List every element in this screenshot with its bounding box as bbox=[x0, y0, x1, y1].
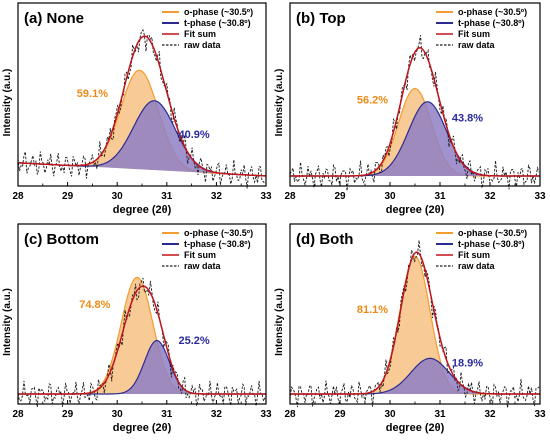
x-tick-label: 33 bbox=[534, 409, 546, 420]
y-axis-label: Intensity (a.u.) bbox=[274, 69, 285, 137]
legend-label: t-phase (~30.8º) bbox=[184, 239, 251, 249]
legend-1: o-phase (~30.5º)t-phase (~30.8º)Fit sumr… bbox=[162, 7, 253, 50]
x-tick-label: 28 bbox=[284, 409, 296, 420]
x-tick-label: 33 bbox=[260, 409, 272, 420]
chart-panel-4: 28 29 30 31 32 33 degree (2θ) Intensity (a.u.) (… bbox=[274, 223, 546, 434]
legend-label: o-phase (~30.5º) bbox=[458, 228, 527, 238]
x-tick-label: 30 bbox=[112, 191, 124, 202]
t-phase-fraction-label: 43.8% bbox=[452, 113, 483, 125]
y-axis-label: Intensity (a.u.) bbox=[2, 288, 13, 356]
raw-data-line-4 bbox=[289, 240, 540, 408]
x-tick-label: 33 bbox=[260, 191, 272, 202]
x-axis-label: degree (2θ) bbox=[113, 204, 172, 216]
x-tick-label: 28 bbox=[12, 409, 24, 420]
legend-label: Fit sum bbox=[458, 250, 490, 260]
legend-label: o-phase (~30.5º) bbox=[184, 228, 253, 238]
legend-label: t-phase (~30.8º) bbox=[458, 239, 525, 249]
x-tick-label: 30 bbox=[112, 409, 124, 420]
x-tick-label: 31 bbox=[161, 409, 173, 420]
x-tick-label: 32 bbox=[484, 191, 496, 202]
o-phase-fraction-label: 59.1% bbox=[77, 88, 108, 100]
raw-data-line-2 bbox=[289, 35, 540, 191]
x-axis-label: degree (2θ) bbox=[113, 422, 172, 434]
o-phase-fraction-label: 74.8% bbox=[79, 299, 110, 311]
fit-sum-line-4 bbox=[290, 251, 540, 395]
t-phase-fraction-label: 40.9% bbox=[178, 129, 209, 141]
legend-label: raw data bbox=[458, 261, 496, 271]
o-phase-area-3 bbox=[18, 277, 266, 394]
x-tick-label: 29 bbox=[62, 191, 74, 202]
y-axis-label: Intensity (a.u.) bbox=[274, 288, 285, 356]
legend-label: raw data bbox=[184, 40, 222, 50]
x-tick-label: 33 bbox=[534, 191, 546, 202]
x-tick-label: 32 bbox=[211, 409, 223, 420]
x-tick-label: 28 bbox=[284, 191, 296, 202]
legend-label: Fit sum bbox=[184, 250, 216, 260]
t-phase-fraction-label: 18.9% bbox=[452, 357, 483, 369]
panel-label: (c) Bottom bbox=[24, 231, 99, 248]
legend-label: o-phase (~30.5º) bbox=[458, 7, 527, 17]
legend-label: raw data bbox=[184, 261, 222, 271]
x-tick-label: 29 bbox=[62, 409, 74, 420]
legend-label: t-phase (~30.8º) bbox=[458, 18, 525, 28]
x-tick-label: 29 bbox=[334, 409, 346, 420]
chart-panel-3: 28 29 30 31 32 33 degree (2θ) Intensity (a.u.) (… bbox=[2, 223, 272, 434]
fit-sum-line-1 bbox=[17, 35, 267, 177]
legend-label: Fit sum bbox=[184, 29, 216, 39]
fit-sum-line-2 bbox=[290, 47, 540, 177]
t-phase-area-1 bbox=[18, 100, 266, 176]
x-tick-label: 31 bbox=[434, 191, 446, 202]
panel-label: (d) Both bbox=[296, 231, 353, 248]
legend-label: t-phase (~30.8º) bbox=[184, 18, 251, 28]
legend-2: o-phase (~30.5º)t-phase (~30.8º)Fit sumr… bbox=[436, 7, 527, 50]
legend-4: o-phase (~30.5º)t-phase (~30.8º)Fit sumr… bbox=[436, 228, 527, 271]
o-phase-fraction-label: 56.2% bbox=[357, 94, 388, 106]
t-phase-area-3 bbox=[18, 340, 266, 394]
x-tick-label: 30 bbox=[384, 191, 396, 202]
t-phase-area-2 bbox=[290, 101, 540, 176]
fit-sum-line-3 bbox=[18, 285, 266, 395]
panel-label: (a) None bbox=[24, 10, 84, 27]
x-tick-label: 30 bbox=[384, 409, 396, 420]
legend-3: o-phase (~30.5º)t-phase (~30.8º)Fit sumr… bbox=[162, 228, 253, 271]
y-axis-label: Intensity (a.u.) bbox=[2, 69, 13, 137]
t-phase-area-4 bbox=[290, 358, 540, 394]
x-tick-label: 29 bbox=[334, 191, 346, 202]
legend-label: raw data bbox=[458, 40, 496, 50]
legend-label: Fit sum bbox=[458, 29, 490, 39]
x-tick-label: 31 bbox=[434, 409, 446, 420]
panel-label: (b) Top bbox=[296, 10, 346, 27]
chart-panel-2: 28 29 30 31 32 33 degree (2θ) Intensity (a.u.) (… bbox=[274, 2, 546, 216]
x-tick-label: 31 bbox=[161, 191, 173, 202]
o-phase-area-4 bbox=[290, 256, 540, 394]
x-axis-label: degree (2θ) bbox=[386, 204, 445, 216]
raw-data-line-3 bbox=[17, 277, 266, 408]
x-axis-label: degree (2θ) bbox=[386, 422, 445, 434]
chart-panel-1: 28 29 30 31 32 33 degree (2θ) Intensity (a.u.) (… bbox=[2, 2, 272, 216]
x-tick-label: 28 bbox=[12, 191, 24, 202]
x-tick-label: 32 bbox=[211, 191, 223, 202]
x-tick-label: 32 bbox=[484, 409, 496, 420]
t-phase-fraction-label: 25.2% bbox=[178, 335, 209, 347]
legend-label: o-phase (~30.5º) bbox=[184, 7, 253, 17]
o-phase-fraction-label: 81.1% bbox=[357, 304, 388, 316]
